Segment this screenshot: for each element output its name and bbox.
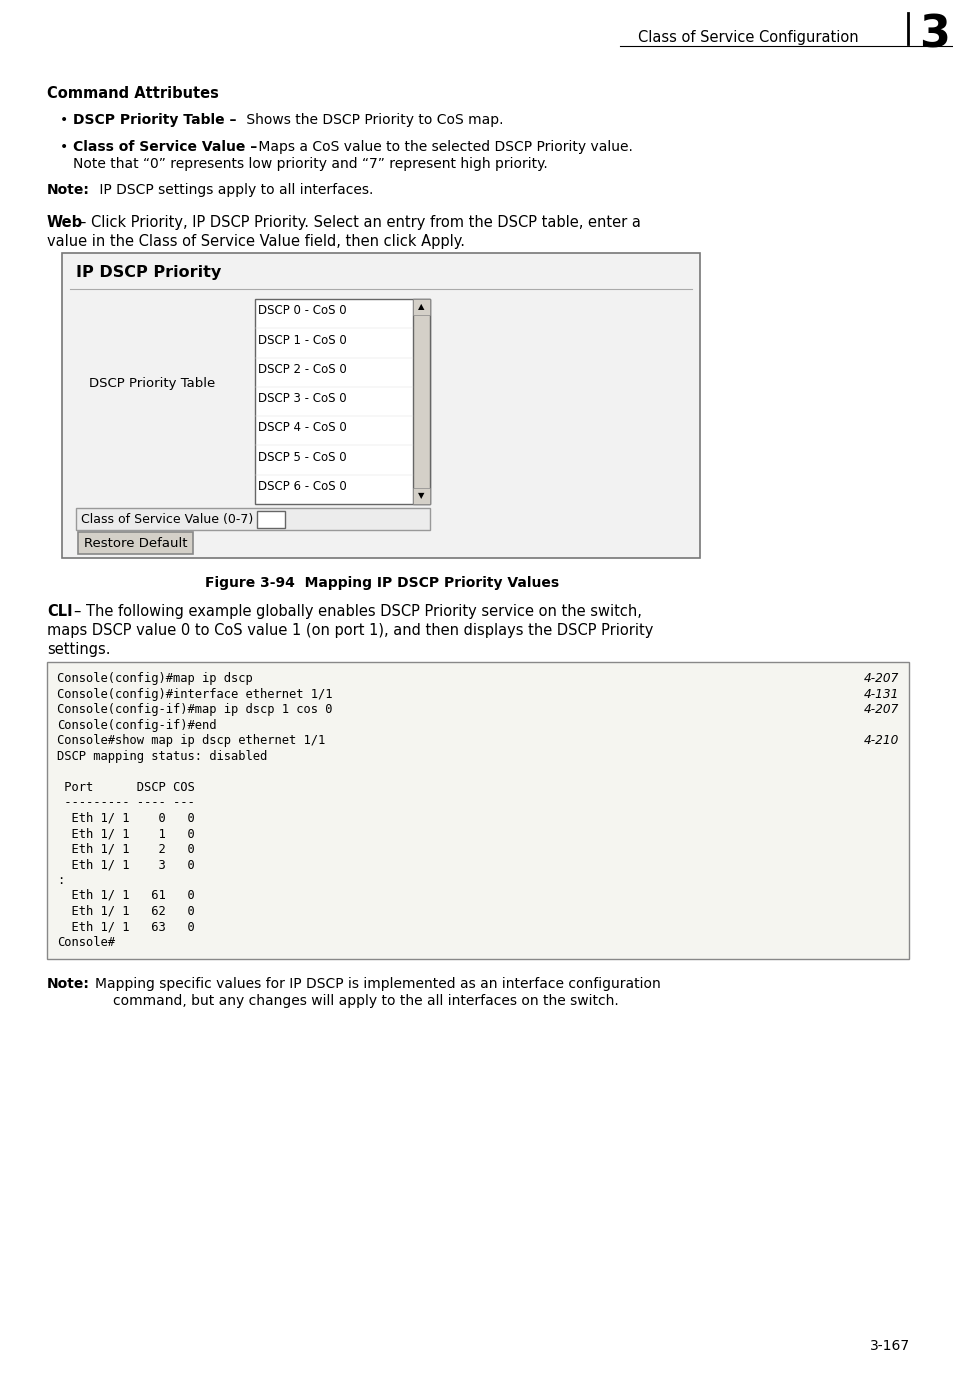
Text: Eth 1/ 1   61   0: Eth 1/ 1 61 0 — [57, 888, 194, 902]
Text: DSCP 3 - CoS 0: DSCP 3 - CoS 0 — [257, 391, 346, 405]
Text: Command Attributes: Command Attributes — [47, 86, 218, 101]
Text: maps DSCP value 0 to CoS value 1 (on port 1), and then displays the DSCP Priorit: maps DSCP value 0 to CoS value 1 (on por… — [47, 623, 653, 638]
Bar — [413, 489, 430, 504]
Text: Eth 1/ 1    2   0: Eth 1/ 1 2 0 — [57, 843, 194, 855]
Text: Console(config)#interface ethernet 1/1: Console(config)#interface ethernet 1/1 — [57, 687, 333, 701]
Text: Eth 1/ 1    3   0: Eth 1/ 1 3 0 — [57, 858, 194, 872]
Bar — [78, 532, 193, 554]
Text: Restore Default: Restore Default — [84, 537, 187, 550]
Text: DSCP 2 - CoS 0: DSCP 2 - CoS 0 — [257, 362, 346, 376]
Text: DSCP 5 - CoS 0: DSCP 5 - CoS 0 — [257, 451, 346, 464]
Text: Shows the DSCP Priority to CoS map.: Shows the DSCP Priority to CoS map. — [242, 112, 503, 126]
Bar — [62, 253, 700, 558]
Text: :: : — [57, 873, 64, 887]
Text: ▼: ▼ — [417, 491, 424, 501]
Text: Note that “0” represents low priority and “7” represent high priority.: Note that “0” represents low priority an… — [73, 157, 547, 171]
Text: 4-207: 4-207 — [862, 702, 898, 716]
Text: IP DSCP settings apply to all interfaces.: IP DSCP settings apply to all interfaces… — [95, 183, 373, 197]
Text: command, but any changes will apply to the all interfaces on the switch.: command, but any changes will apply to t… — [112, 994, 618, 1008]
Text: Figure 3-94  Mapping IP DSCP Priority Values: Figure 3-94 Mapping IP DSCP Priority Val… — [205, 576, 558, 590]
Text: – Click Priority, IP DSCP Priority. Select an entry from the DSCP table, enter a: – Click Priority, IP DSCP Priority. Sele… — [79, 215, 640, 230]
Text: •: • — [60, 140, 69, 154]
Text: Console#show map ip dscp ethernet 1/1: Console#show map ip dscp ethernet 1/1 — [57, 734, 325, 747]
Text: DSCP 6 - CoS 0: DSCP 6 - CoS 0 — [257, 480, 346, 493]
Text: value in the Class of Service Value field, then click Apply.: value in the Class of Service Value fiel… — [47, 235, 464, 248]
Text: Console(config)#map ip dscp: Console(config)#map ip dscp — [57, 672, 253, 686]
Text: --------- ---- ---: --------- ---- --- — [57, 795, 194, 809]
Text: 3-167: 3-167 — [869, 1339, 909, 1353]
Text: Mapping specific values for IP DSCP is implemented as an interface configuration: Mapping specific values for IP DSCP is i… — [95, 977, 660, 991]
Text: Port      DSCP COS: Port DSCP COS — [57, 780, 194, 794]
Text: Eth 1/ 1   63   0: Eth 1/ 1 63 0 — [57, 920, 194, 933]
Text: Console(config-if)#map ip dscp 1 cos 0: Console(config-if)#map ip dscp 1 cos 0 — [57, 702, 333, 716]
Text: 4-207: 4-207 — [862, 672, 898, 686]
Bar — [413, 298, 430, 315]
Text: DSCP Priority Table –: DSCP Priority Table – — [73, 112, 236, 126]
Text: Class of Service Value (0-7): Class of Service Value (0-7) — [81, 512, 253, 526]
Text: 4-210: 4-210 — [862, 734, 898, 747]
Text: CLI: CLI — [47, 604, 72, 619]
Text: DSCP 0 - CoS 0: DSCP 0 - CoS 0 — [257, 304, 346, 318]
Bar — [254, 298, 430, 504]
Text: DSCP Priority Table: DSCP Priority Table — [89, 378, 214, 390]
Text: ▲: ▲ — [417, 303, 424, 311]
Text: Class of Service Configuration: Class of Service Configuration — [638, 31, 858, 44]
Text: Console#: Console# — [57, 936, 115, 948]
Text: IP DSCP Priority: IP DSCP Priority — [76, 265, 221, 280]
Text: 4-131: 4-131 — [862, 687, 898, 701]
Text: DSCP 1 - CoS 0: DSCP 1 - CoS 0 — [257, 333, 346, 347]
Text: DSCP 4 - CoS 0: DSCP 4 - CoS 0 — [257, 422, 346, 434]
Text: DSCP mapping status: disabled: DSCP mapping status: disabled — [57, 750, 267, 762]
Text: Note:: Note: — [47, 183, 90, 197]
Text: Eth 1/ 1    1   0: Eth 1/ 1 1 0 — [57, 827, 194, 840]
Text: 3: 3 — [919, 12, 949, 56]
Text: •: • — [60, 112, 69, 126]
Bar — [413, 298, 430, 504]
Text: Web: Web — [47, 215, 83, 230]
Text: Maps a CoS value to the selected DSCP Priority value.: Maps a CoS value to the selected DSCP Pr… — [253, 140, 632, 154]
Text: – The following example globally enables DSCP Priority service on the switch,: – The following example globally enables… — [74, 604, 641, 619]
Text: Eth 1/ 1   62   0: Eth 1/ 1 62 0 — [57, 905, 194, 917]
Text: settings.: settings. — [47, 643, 111, 657]
Text: Eth 1/ 1    0   0: Eth 1/ 1 0 0 — [57, 812, 194, 824]
Bar — [47, 662, 908, 959]
Text: Note:: Note: — [47, 977, 90, 991]
Bar — [256, 511, 285, 527]
Bar — [76, 508, 430, 530]
Text: Console(config-if)#end: Console(config-if)#end — [57, 719, 216, 731]
Text: Class of Service Value –: Class of Service Value – — [73, 140, 257, 154]
